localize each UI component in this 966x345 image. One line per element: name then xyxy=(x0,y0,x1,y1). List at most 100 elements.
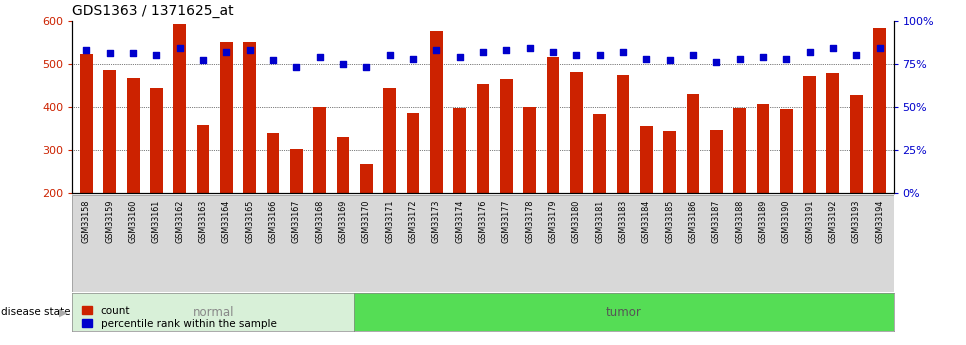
Text: GSM33183: GSM33183 xyxy=(618,200,628,243)
Point xyxy=(825,46,840,51)
Text: GSM33184: GSM33184 xyxy=(641,200,651,243)
Bar xyxy=(476,84,490,193)
Text: GSM33186: GSM33186 xyxy=(689,200,697,243)
Bar xyxy=(103,70,116,193)
Bar xyxy=(570,72,582,193)
Point xyxy=(452,54,468,60)
Point xyxy=(848,52,864,58)
Point xyxy=(522,46,537,51)
Text: GSM33180: GSM33180 xyxy=(572,200,581,243)
Bar xyxy=(733,108,746,193)
Point xyxy=(172,46,187,51)
Text: GSM33172: GSM33172 xyxy=(409,200,417,243)
Point xyxy=(872,46,888,51)
Point xyxy=(429,47,444,53)
Point xyxy=(149,52,164,58)
Text: GSM33179: GSM33179 xyxy=(549,200,557,243)
Point xyxy=(242,47,258,53)
Text: GSM33168: GSM33168 xyxy=(315,200,325,243)
Text: GSM33176: GSM33176 xyxy=(478,200,488,243)
Point xyxy=(615,49,631,55)
Point xyxy=(662,58,677,63)
Bar xyxy=(616,75,630,193)
Point xyxy=(382,52,397,58)
Text: GSM33193: GSM33193 xyxy=(852,200,861,243)
Bar xyxy=(827,73,839,193)
Bar xyxy=(780,109,793,193)
Point xyxy=(755,54,771,60)
Point xyxy=(78,47,94,53)
Bar xyxy=(80,55,93,193)
Text: GSM33191: GSM33191 xyxy=(805,200,814,243)
Text: GSM33158: GSM33158 xyxy=(82,200,91,243)
Point xyxy=(475,49,491,55)
Bar xyxy=(547,57,559,193)
Point xyxy=(195,58,211,63)
Point xyxy=(126,51,141,56)
Text: tumor: tumor xyxy=(606,306,641,319)
Bar xyxy=(430,31,442,193)
Text: GDS1363 / 1371625_at: GDS1363 / 1371625_at xyxy=(72,4,234,18)
Point xyxy=(685,52,700,58)
Bar xyxy=(710,130,723,193)
Text: GSM33171: GSM33171 xyxy=(385,200,394,243)
Bar xyxy=(243,42,256,193)
Bar xyxy=(197,126,210,193)
Bar xyxy=(850,95,863,193)
Point xyxy=(802,49,817,55)
Text: GSM33189: GSM33189 xyxy=(758,200,767,243)
Point xyxy=(218,49,234,55)
Bar xyxy=(873,29,886,193)
Text: disease state: disease state xyxy=(1,307,71,317)
Bar xyxy=(500,79,513,193)
Text: GSM33162: GSM33162 xyxy=(175,200,185,243)
Text: GSM33161: GSM33161 xyxy=(152,200,161,243)
Text: GSM33165: GSM33165 xyxy=(245,200,254,243)
Text: GSM33192: GSM33192 xyxy=(829,200,838,243)
Point xyxy=(708,59,724,65)
Text: GSM33169: GSM33169 xyxy=(338,200,348,243)
Point xyxy=(592,52,608,58)
Text: GSM33185: GSM33185 xyxy=(666,200,674,243)
Text: GSM33174: GSM33174 xyxy=(455,200,465,243)
Text: GSM33187: GSM33187 xyxy=(712,200,721,243)
Bar xyxy=(150,88,163,193)
Bar xyxy=(453,108,466,193)
Bar xyxy=(593,114,606,193)
Bar xyxy=(384,88,396,193)
Bar xyxy=(360,164,373,193)
Bar xyxy=(267,133,279,193)
Point xyxy=(312,54,327,60)
Bar xyxy=(687,94,699,193)
Text: GSM33167: GSM33167 xyxy=(292,200,300,243)
Point xyxy=(569,52,584,58)
Point xyxy=(498,47,514,53)
Text: ▶: ▶ xyxy=(59,307,68,317)
Point xyxy=(335,61,351,67)
Text: GSM33181: GSM33181 xyxy=(595,200,604,243)
Point xyxy=(639,56,654,61)
Point xyxy=(732,56,748,61)
Bar xyxy=(524,107,536,193)
Text: GSM33160: GSM33160 xyxy=(128,200,137,243)
Text: GSM33159: GSM33159 xyxy=(105,200,114,243)
Bar xyxy=(756,104,769,193)
Bar xyxy=(664,131,676,193)
Point xyxy=(545,49,560,55)
Bar xyxy=(313,107,327,193)
Point xyxy=(358,65,374,70)
Text: GSM33173: GSM33173 xyxy=(432,200,440,243)
Text: GSM33194: GSM33194 xyxy=(875,200,884,243)
Point xyxy=(266,58,281,63)
Bar xyxy=(220,42,233,193)
Text: GSM33163: GSM33163 xyxy=(199,200,208,243)
Bar xyxy=(127,78,139,193)
Text: normal: normal xyxy=(192,306,234,319)
Text: GSM33177: GSM33177 xyxy=(501,200,511,243)
Point xyxy=(102,51,118,56)
Text: GSM33166: GSM33166 xyxy=(269,200,277,243)
Point xyxy=(289,65,304,70)
Text: GSM33164: GSM33164 xyxy=(222,200,231,243)
Text: GSM33178: GSM33178 xyxy=(526,200,534,243)
Text: GSM33170: GSM33170 xyxy=(362,200,371,243)
